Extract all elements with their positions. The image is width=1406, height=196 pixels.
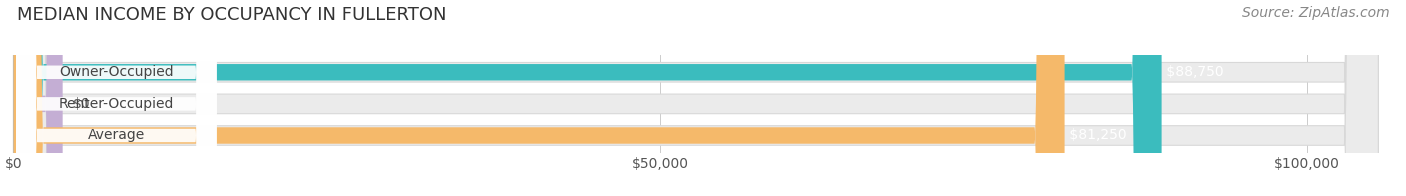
FancyBboxPatch shape xyxy=(15,0,217,196)
FancyBboxPatch shape xyxy=(14,0,63,196)
Text: Source: ZipAtlas.com: Source: ZipAtlas.com xyxy=(1241,6,1389,20)
FancyBboxPatch shape xyxy=(14,0,1378,196)
FancyBboxPatch shape xyxy=(14,0,1161,196)
Text: MEDIAN INCOME BY OCCUPANCY IN FULLERTON: MEDIAN INCOME BY OCCUPANCY IN FULLERTON xyxy=(17,6,446,24)
FancyBboxPatch shape xyxy=(14,0,1378,196)
Text: Renter-Occupied: Renter-Occupied xyxy=(59,97,174,111)
FancyBboxPatch shape xyxy=(14,0,1064,196)
Text: $81,250: $81,250 xyxy=(1064,129,1126,142)
Text: $88,750: $88,750 xyxy=(1161,65,1223,79)
FancyBboxPatch shape xyxy=(14,0,1378,196)
Text: $0: $0 xyxy=(73,97,90,111)
FancyBboxPatch shape xyxy=(15,0,217,196)
Text: Average: Average xyxy=(87,129,145,142)
Text: Owner-Occupied: Owner-Occupied xyxy=(59,65,174,79)
FancyBboxPatch shape xyxy=(15,0,217,196)
